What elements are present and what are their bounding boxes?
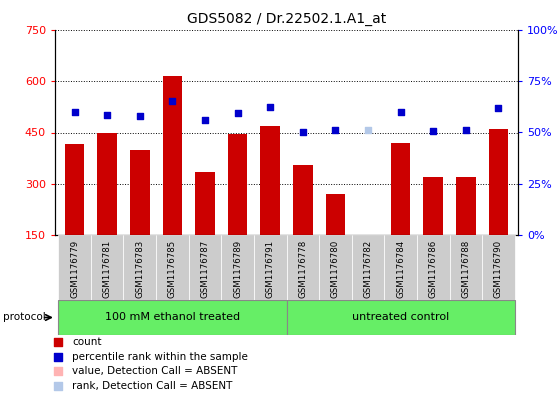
Text: GSM1176786: GSM1176786	[429, 240, 437, 298]
Bar	[254, 235, 286, 300]
Bar	[228, 134, 247, 235]
Text: GSM1176783: GSM1176783	[135, 240, 145, 298]
Bar	[319, 235, 352, 300]
Text: GSM1176787: GSM1176787	[200, 240, 209, 298]
Point	[494, 105, 503, 111]
Bar	[261, 126, 280, 235]
Bar	[286, 300, 514, 335]
Text: value, Detection Call = ABSENT: value, Detection Call = ABSENT	[73, 366, 238, 376]
Text: GSM1176791: GSM1176791	[266, 240, 275, 298]
Point	[53, 354, 62, 360]
Bar	[352, 235, 384, 300]
Bar	[162, 76, 182, 235]
Point	[53, 339, 62, 345]
Text: GSM1176785: GSM1176785	[168, 240, 177, 298]
Text: untreated control: untreated control	[352, 312, 449, 323]
Bar	[326, 194, 345, 235]
Text: count: count	[73, 337, 102, 347]
Bar	[65, 145, 84, 235]
Bar	[450, 235, 482, 300]
Text: GSM1176788: GSM1176788	[461, 240, 470, 298]
Bar	[391, 143, 410, 235]
Bar	[195, 172, 215, 235]
Point	[396, 108, 405, 115]
Text: percentile rank within the sample: percentile rank within the sample	[73, 352, 248, 362]
Text: GSM1176782: GSM1176782	[363, 240, 373, 298]
Point	[200, 117, 209, 123]
Text: rank, Detection Call = ABSENT: rank, Detection Call = ABSENT	[73, 381, 233, 391]
Bar	[489, 129, 508, 235]
Point	[266, 103, 275, 110]
Point	[70, 109, 79, 115]
Bar	[286, 235, 319, 300]
Text: GSM1176789: GSM1176789	[233, 240, 242, 298]
Bar	[123, 235, 156, 300]
Title: GDS5082 / Dr.22502.1.A1_at: GDS5082 / Dr.22502.1.A1_at	[187, 12, 386, 26]
Bar	[130, 150, 150, 235]
Point	[429, 128, 437, 134]
Bar	[189, 235, 222, 300]
Bar	[482, 235, 514, 300]
Bar	[222, 235, 254, 300]
Bar	[456, 177, 475, 235]
Bar	[156, 235, 189, 300]
Bar	[91, 235, 123, 300]
Text: protocol: protocol	[3, 312, 46, 323]
Bar	[58, 300, 286, 335]
Text: GSM1176781: GSM1176781	[103, 240, 112, 298]
Point	[53, 383, 62, 389]
Point	[299, 129, 307, 135]
Point	[135, 113, 144, 119]
Point	[168, 98, 177, 104]
Point	[233, 110, 242, 116]
Text: GSM1176780: GSM1176780	[331, 240, 340, 298]
Point	[103, 112, 112, 119]
Point	[53, 368, 62, 375]
Bar	[293, 165, 312, 235]
Bar	[417, 235, 450, 300]
Text: 100 mM ethanol treated: 100 mM ethanol treated	[105, 312, 240, 323]
Bar	[384, 235, 417, 300]
Bar	[58, 235, 91, 300]
Text: GSM1176784: GSM1176784	[396, 240, 405, 298]
Bar	[424, 177, 443, 235]
Point	[331, 127, 340, 134]
Bar	[98, 132, 117, 235]
Text: GSM1176779: GSM1176779	[70, 240, 79, 298]
Text: GSM1176778: GSM1176778	[299, 240, 307, 298]
Point	[364, 127, 373, 134]
Point	[461, 127, 470, 134]
Text: GSM1176790: GSM1176790	[494, 240, 503, 298]
